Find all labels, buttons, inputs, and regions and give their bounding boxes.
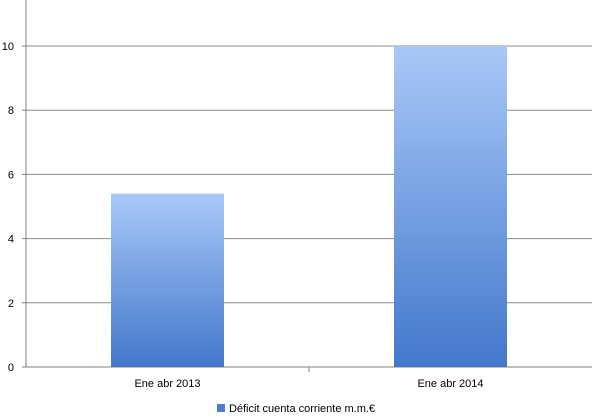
bar-0 [111,193,224,367]
y-tick-label-4: 4 [8,234,14,246]
bars [111,46,507,367]
legend-label: Déficit cuenta corriente m.m.€ [228,403,376,415]
x-tick-labels: Ene abr 2013 Ene abr 2014 [134,378,483,390]
x-tick-label-1: Ene abr 2014 [417,378,483,390]
y-tick-label-6: 6 [8,169,14,181]
y-tick-label-0: 0 [8,362,14,374]
y-tick-label-8: 8 [8,105,14,117]
legend-swatch [216,404,225,412]
bar-chart-svg: 0 2 4 6 8 10 Ene abr 2013 Ene abr 2014 [2,0,592,390]
axes [25,0,592,372]
legend: Déficit cuenta corriente m.m.€ [0,403,592,415]
x-tick-label-0: Ene abr 2013 [134,378,200,390]
y-tick-labels: 0 2 4 6 8 10 [2,41,14,374]
y-tick-label-10: 10 [2,41,14,53]
bar-1 [394,46,507,367]
y-tick-label-2: 2 [8,298,14,310]
